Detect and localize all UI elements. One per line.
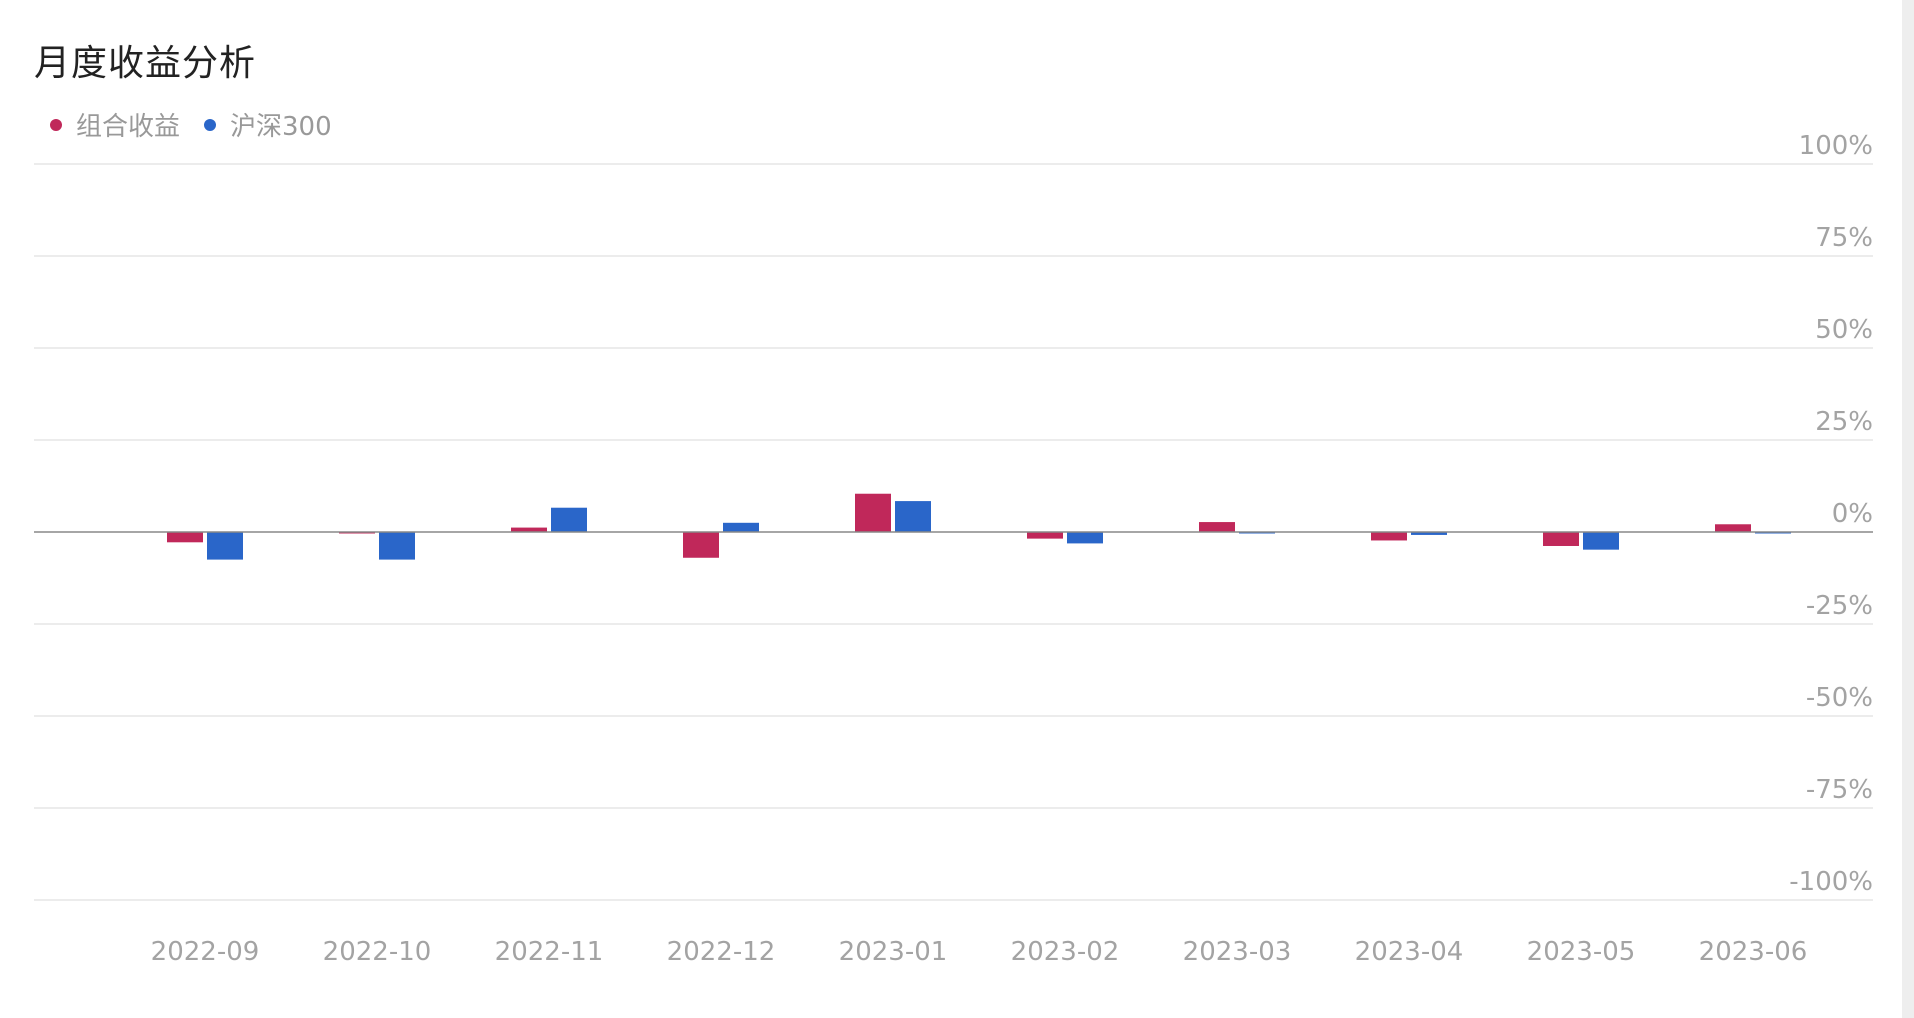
x-tick-label: 2022-09 <box>151 937 260 967</box>
y-tick-label: -75% <box>1806 775 1873 805</box>
bar-benchmark <box>895 501 931 532</box>
chart-title: 月度收益分析 <box>34 43 257 84</box>
bar-benchmark <box>1583 532 1619 550</box>
legend-label-portfolio: 组合收益 <box>76 112 181 142</box>
y-tick-label: -50% <box>1806 683 1873 713</box>
x-tick-label: 2022-11 <box>495 937 604 967</box>
bar-portfolio <box>1199 522 1235 532</box>
bar-portfolio <box>167 532 203 543</box>
bar-benchmark <box>551 507 587 532</box>
y-tick-label: -25% <box>1806 591 1873 621</box>
bar-benchmark <box>1411 532 1447 535</box>
y-tick-label: 0% <box>1832 499 1873 529</box>
x-tick-label: 2023-01 <box>839 937 948 967</box>
x-tick-label: 2023-02 <box>1011 937 1120 967</box>
bar-portfolio <box>511 527 547 532</box>
y-tick-label: 25% <box>1815 407 1873 437</box>
chart-legend: 组合收益 沪深300 <box>50 106 332 143</box>
x-tick-label: 2023-06 <box>1699 937 1808 967</box>
bar-benchmark <box>207 532 243 560</box>
x-tick-label: 2023-04 <box>1355 937 1464 967</box>
bar-benchmark <box>723 522 759 532</box>
bar-portfolio <box>855 493 891 532</box>
legend-label-benchmark: 沪深300 <box>230 112 332 142</box>
legend-dot-benchmark <box>204 118 217 131</box>
y-tick-label: 50% <box>1815 315 1873 345</box>
y-tick-label: -100% <box>1789 867 1873 897</box>
bar-benchmark <box>379 532 415 560</box>
legend-item-benchmark[interactable]: 沪深300 <box>204 106 332 143</box>
bar-portfolio <box>1371 532 1407 541</box>
x-tick-label: 2022-12 <box>667 937 776 967</box>
y-tick-label: 100% <box>1799 131 1873 161</box>
bar-portfolio <box>1715 524 1751 532</box>
bar-portfolio <box>1543 532 1579 546</box>
x-tick-label: 2023-03 <box>1183 937 1292 967</box>
window-edge <box>1902 0 1914 1018</box>
x-tick-label: 2022-10 <box>323 937 432 967</box>
y-tick-label: 75% <box>1815 223 1873 253</box>
x-tick-label: 2023-05 <box>1527 937 1636 967</box>
bar-benchmark <box>1067 532 1103 544</box>
bar-portfolio <box>683 532 719 558</box>
legend-item-portfolio[interactable]: 组合收益 <box>50 106 180 143</box>
bar-portfolio <box>1027 532 1063 539</box>
legend-dot-portfolio <box>50 118 62 131</box>
